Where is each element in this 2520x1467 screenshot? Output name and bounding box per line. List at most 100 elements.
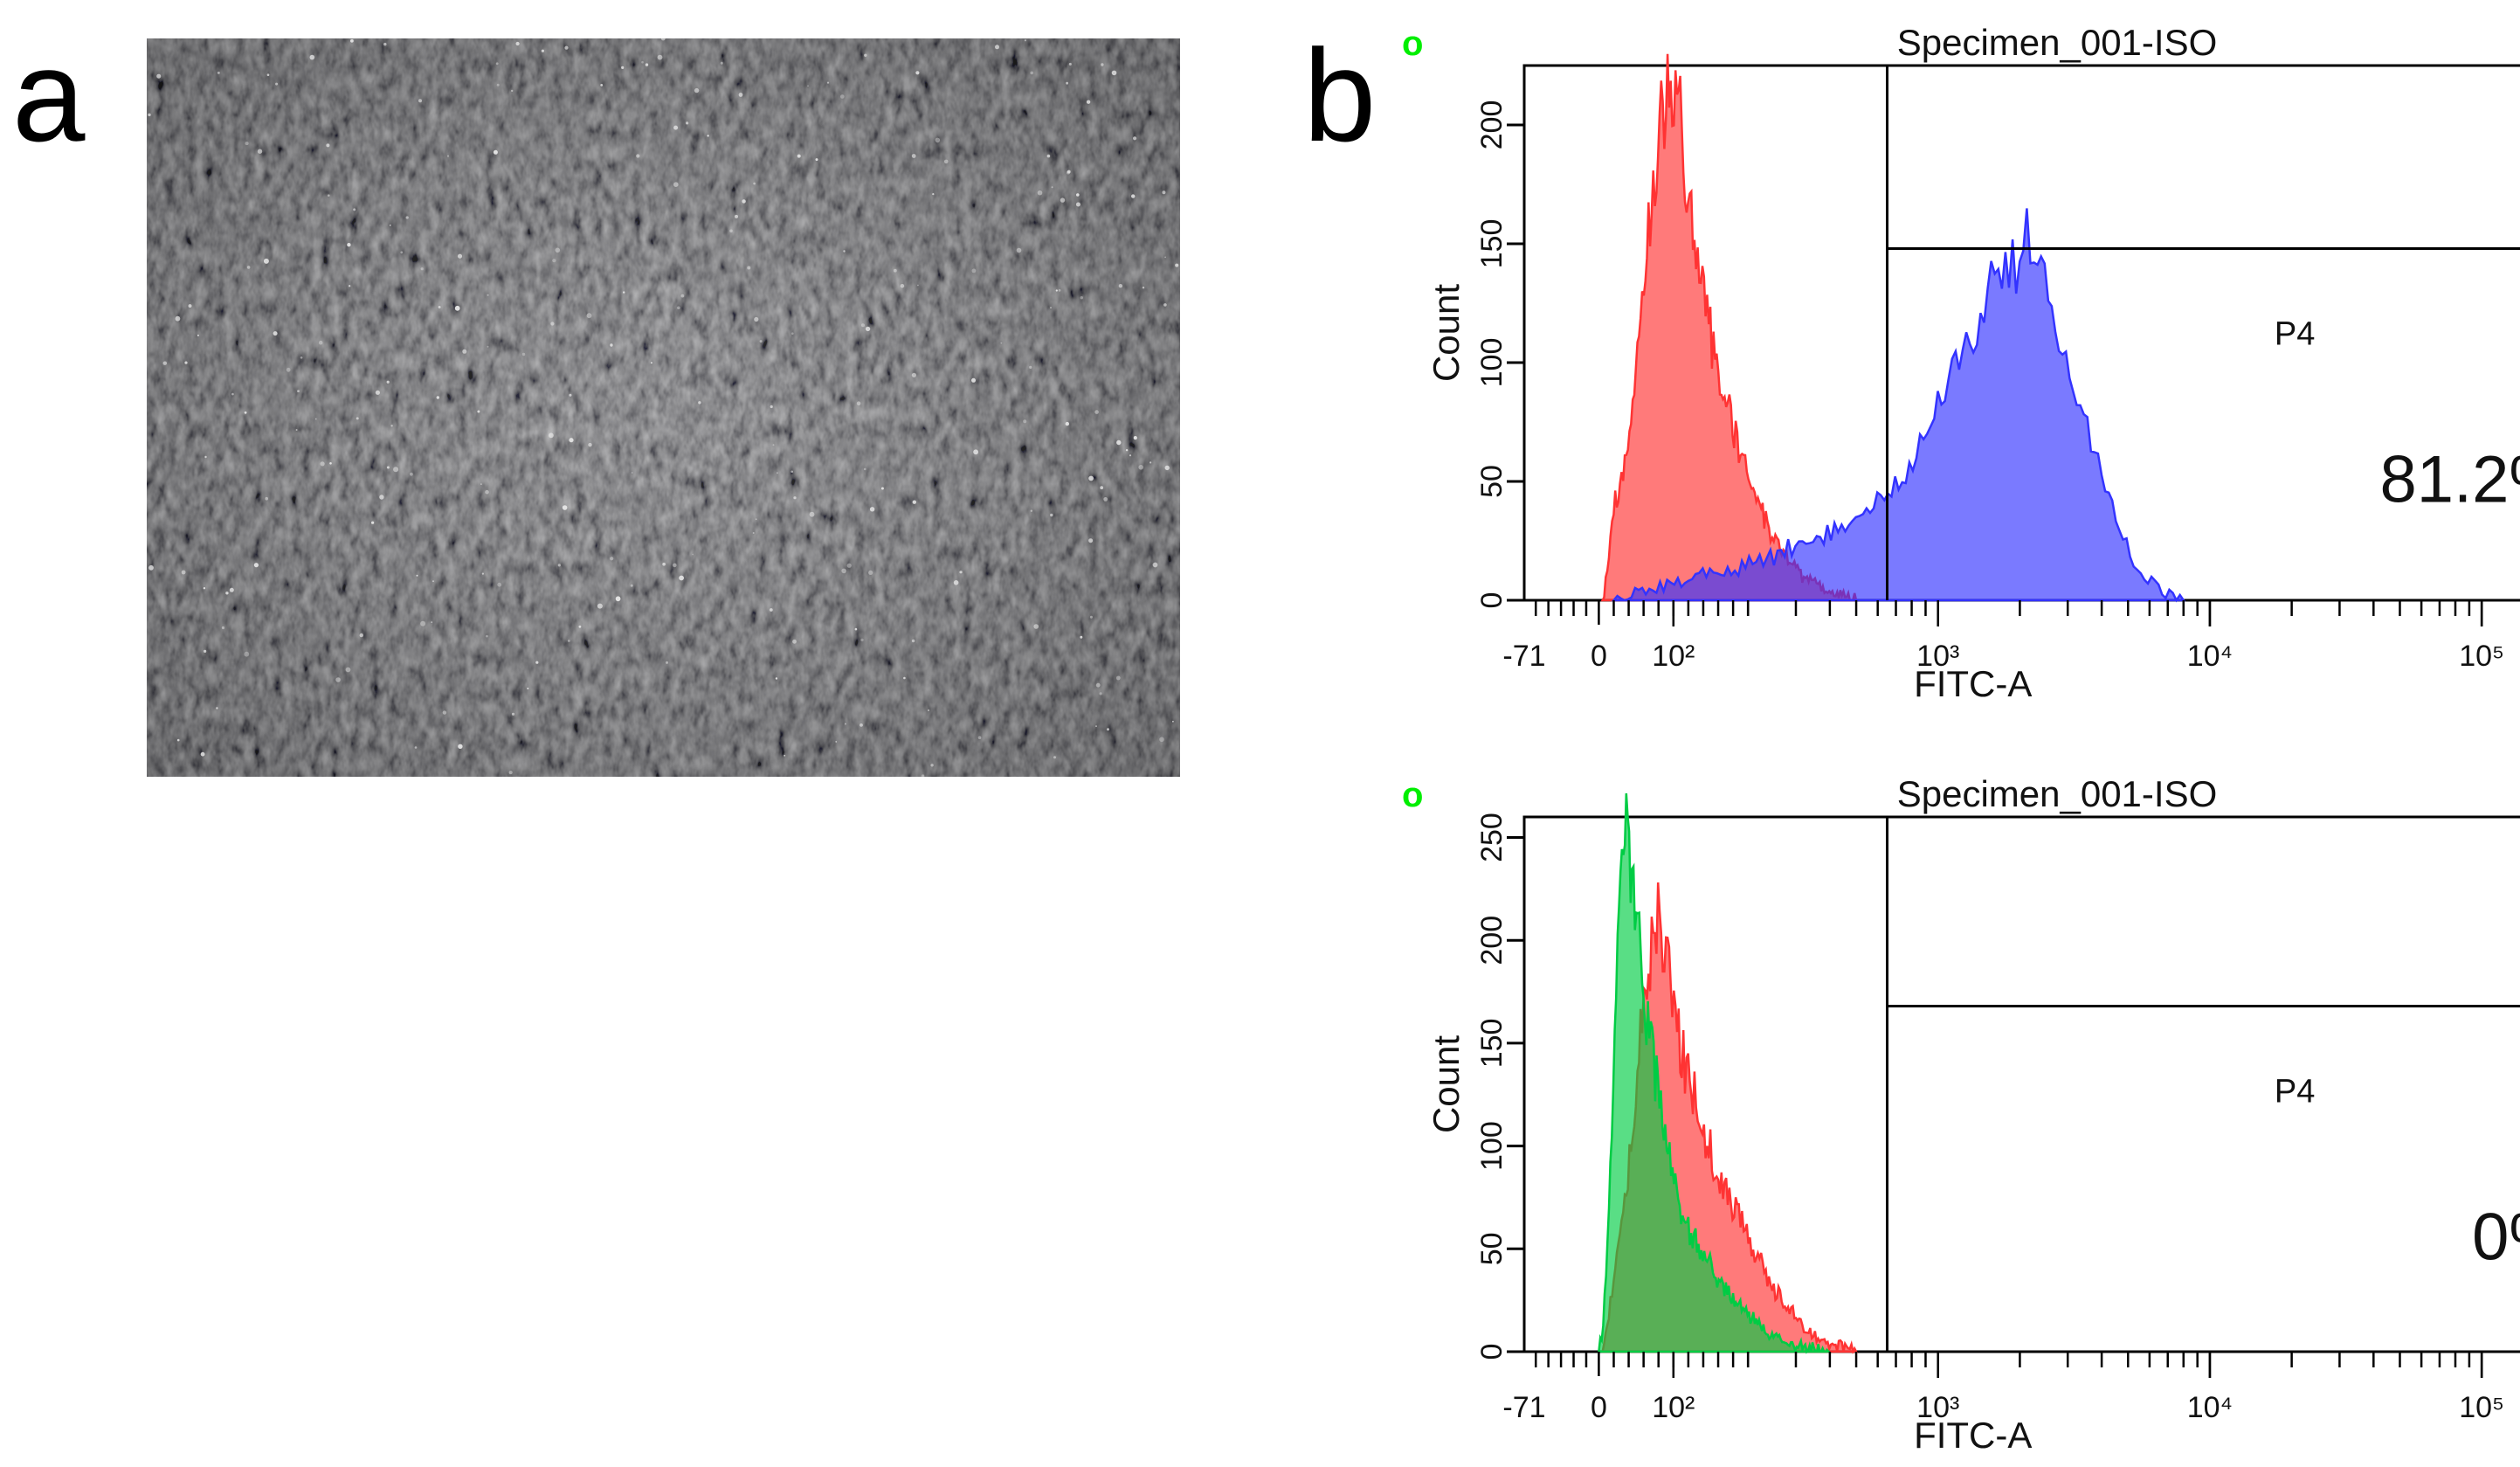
micrograph-speckle	[286, 367, 291, 372]
micrograph-speckle	[752, 532, 755, 534]
micrograph-speckle	[1050, 513, 1053, 517]
micrograph-speckle	[188, 304, 192, 308]
plot-frame	[1522, 815, 2520, 1353]
micrograph-speckle	[1075, 202, 1080, 207]
micrograph-speckle	[438, 306, 441, 308]
micrograph-speckle	[265, 496, 268, 501]
micrograph-speckle	[318, 340, 323, 345]
micrograph-speckle	[535, 661, 539, 664]
micrograph-speckle	[320, 461, 325, 467]
micrograph-speckle	[747, 266, 751, 270]
micrograph-speckle	[650, 362, 652, 364]
micrograph-speckle	[1067, 170, 1071, 174]
micrograph-speckle	[1033, 624, 1039, 629]
micrograph-speckle	[335, 677, 341, 682]
x-tick-label: -71	[1502, 1391, 1545, 1424]
micrograph-speckle	[200, 751, 205, 757]
x-tick-label: 0	[1591, 640, 1607, 673]
micrograph-speckle	[418, 99, 422, 103]
x-tick-label: 10²	[1652, 640, 1695, 673]
micrograph-speckle	[436, 396, 439, 399]
micrograph-speckle	[900, 284, 905, 288]
micrograph-speckle	[1175, 263, 1179, 267]
micrograph-speckle	[792, 639, 797, 644]
micrograph-speckle	[216, 707, 218, 709]
micrograph-speckle	[597, 603, 603, 609]
micrograph-speckle	[244, 411, 247, 414]
micrograph-speckle	[486, 634, 488, 638]
micrograph-speckle	[295, 429, 298, 431]
micrograph-speckle	[1172, 720, 1174, 723]
micrograph-speckle	[1125, 449, 1129, 452]
micrograph-speckle	[631, 472, 633, 474]
micrograph-speckle	[860, 638, 864, 642]
micrograph-speckle	[275, 82, 279, 86]
x-tick-label: 0	[1591, 1391, 1607, 1424]
histogram-bottom: Specimen_001-ISO o P4 0% 0 50 100 150 200 250 Coun…	[1402, 773, 2520, 1456]
micrograph-speckle	[156, 73, 162, 79]
micrograph-speckle	[477, 410, 480, 413]
micrograph-speckle	[266, 73, 270, 76]
micrograph-speckle	[229, 587, 234, 592]
x-axis-label: FITC-A	[1914, 1415, 2032, 1456]
micrograph-speckle	[1129, 454, 1132, 457]
plot-corner-marker: o	[1402, 24, 1423, 63]
micrograph-speckle	[844, 723, 846, 725]
micrograph-speckle	[1133, 436, 1137, 440]
micrograph-speckle	[630, 584, 633, 587]
micrograph-speckle	[1024, 39, 1026, 42]
micrograph-speckle	[197, 334, 199, 336]
sample-histogram	[1598, 792, 1830, 1354]
micrograph-speckle	[569, 438, 574, 443]
micrograph-speckle	[1086, 100, 1091, 104]
y-tick-label: 250	[1475, 813, 1509, 862]
micrograph-speckle	[1099, 692, 1102, 695]
micrograph-speckle	[309, 54, 315, 60]
micrograph-speckle	[578, 625, 582, 628]
y-tick-label: 100	[1475, 338, 1509, 388]
micrograph-speckle	[225, 592, 229, 595]
micrograph-speckle	[356, 417, 359, 420]
micrograph-speckle	[1000, 342, 1003, 344]
x-tick-label: -71	[1502, 640, 1545, 673]
x-tick-label: 10³	[1916, 1391, 1959, 1424]
micrograph-speckle	[347, 243, 351, 247]
micrograph-speckle	[350, 38, 354, 43]
micrograph-speckle	[677, 306, 680, 310]
micrograph-speckle	[1142, 287, 1145, 289]
micrograph-speckle	[1088, 475, 1094, 481]
micrograph-speckle	[1115, 675, 1121, 681]
micrograph-speckle	[865, 326, 871, 332]
y-tick-label: 150	[1475, 1019, 1509, 1069]
micrograph-speckle	[487, 294, 489, 296]
sample-histogram	[1611, 208, 2186, 603]
micrograph-speckle	[953, 580, 959, 585]
micrograph-speckle	[932, 193, 935, 196]
micrograph-speckle	[769, 608, 773, 612]
micrograph-speckle	[1131, 194, 1136, 198]
micrograph-speckle	[1116, 439, 1122, 446]
micrograph-speckle	[854, 627, 858, 631]
micrograph-speckle	[379, 495, 384, 500]
micrograph-speckle	[864, 53, 867, 57]
micrograph-speckle	[893, 268, 897, 273]
micrograph-speckle	[1133, 136, 1137, 141]
micrograph-speckle	[698, 401, 701, 405]
micrograph-speckle	[1058, 288, 1061, 292]
micrograph-speckle	[662, 562, 666, 566]
micrograph-speckle	[971, 268, 977, 273]
micrograph-speckle	[861, 323, 865, 328]
micrograph-speckle	[911, 154, 916, 158]
micrograph-speckle	[493, 149, 498, 155]
histogram-top: Specimen_001-ISO o P4 81.2% 0 50 100 150 200 Coun…	[1402, 22, 2520, 704]
micrograph-speckle	[807, 85, 809, 87]
micrograph-speckle	[911, 639, 915, 643]
plot-corner-marker: o	[1402, 776, 1423, 814]
micrograph-speckle	[742, 199, 746, 204]
y-tick-label: 0	[1475, 592, 1509, 609]
micrograph-speckle	[410, 472, 413, 476]
micrograph-speckle	[1060, 197, 1066, 203]
micrograph-speckle	[1029, 365, 1032, 369]
micrograph-speckle	[694, 87, 700, 93]
gate-name: P4	[2275, 1074, 2315, 1111]
